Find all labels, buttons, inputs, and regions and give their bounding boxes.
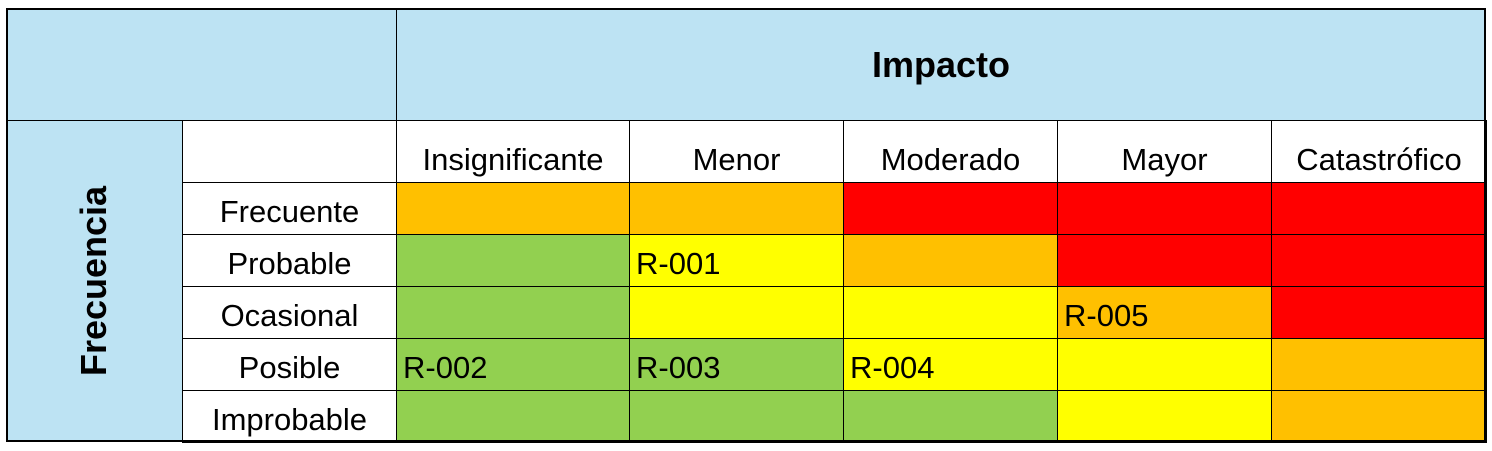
impact-header-text: Impacto [871,43,1011,85]
risk-cell-ocasional-menor [629,286,844,339]
risk-cell-posible-catastrofico [1271,338,1487,391]
risk-cell-improbable-insignificante [396,390,630,443]
risk-cell-posible-menor-text: R-003 [636,350,721,385]
risk-cell-frecuente-catastrofico [1271,182,1487,235]
corner-empty-cell [6,8,397,121]
frequency-header-text: Frecuencia [73,185,115,377]
risk-cell-frecuente-mayor [1057,182,1272,235]
impact-level-insignificante-text: Insignificante [422,142,604,177]
impact-level-catastrofico-text: Catastrófico [1296,142,1462,177]
risk-cell-improbable-menor [629,390,844,443]
frequency-level-posible: Posible [182,338,397,391]
frequency-level-frecuente: Frecuente [182,182,397,235]
risk-cell-posible-menor: R-003 [629,338,844,391]
risk-cell-ocasional-mayor: R-005 [1057,286,1272,339]
impact-level-mayor-text: Mayor [1121,142,1208,177]
impact-level-moderado: Moderado [843,120,1058,183]
risk-cell-frecuente-insignificante [396,182,630,235]
risk-cell-probable-catastrofico [1271,234,1487,287]
blank-label-cell [182,120,397,183]
risk-cell-ocasional-moderado [843,286,1058,339]
risk-cell-probable-menor: R-001 [629,234,844,287]
risk-cell-probable-menor-text: R-001 [636,246,721,281]
frequency-level-frecuente-text: Frecuente [219,194,360,229]
risk-cell-improbable-moderado [843,390,1058,443]
impact-level-catastrofico: Catastrófico [1271,120,1487,183]
risk-cell-posible-mayor [1057,338,1272,391]
risk-cell-probable-mayor [1057,234,1272,287]
frequency-level-improbable: Improbable [182,390,397,443]
impact-level-insignificante: Insignificante [396,120,630,183]
risk-cell-frecuente-moderado [843,182,1058,235]
frequency-level-probable: Probable [182,234,397,287]
frequency-level-ocasional-text: Ocasional [220,298,359,333]
frequency-level-probable-text: Probable [227,246,352,281]
risk-cell-posible-moderado-text: R-004 [850,350,935,385]
risk-cell-posible-insignificante: R-002 [396,338,630,391]
risk-matrix: Impacto Frecuencia Insignificante Menor Mo… [6,8,1487,443]
impact-header: Impacto [396,8,1486,121]
risk-cell-probable-insignificante [396,234,630,287]
risk-cell-improbable-catastrofico [1271,390,1487,443]
risk-cell-improbable-mayor [1057,390,1272,443]
frequency-level-posible-text: Posible [238,350,341,385]
impact-level-mayor: Mayor [1057,120,1272,183]
risk-cell-posible-moderado: R-004 [843,338,1058,391]
risk-cell-ocasional-mayor-text: R-005 [1064,298,1149,333]
risk-cell-probable-moderado [843,234,1058,287]
risk-cell-ocasional-catastrofico [1271,286,1487,339]
impact-level-menor: Menor [629,120,844,183]
frequency-level-ocasional: Ocasional [182,286,397,339]
impact-level-menor-text: Menor [692,142,781,177]
frequency-header: Frecuencia [6,120,183,442]
impact-level-moderado-text: Moderado [880,142,1021,177]
risk-cell-frecuente-menor [629,182,844,235]
frequency-level-improbable-text: Improbable [211,402,368,437]
risk-cell-ocasional-insignificante [396,286,630,339]
risk-cell-posible-insignificante-text: R-002 [403,350,488,385]
